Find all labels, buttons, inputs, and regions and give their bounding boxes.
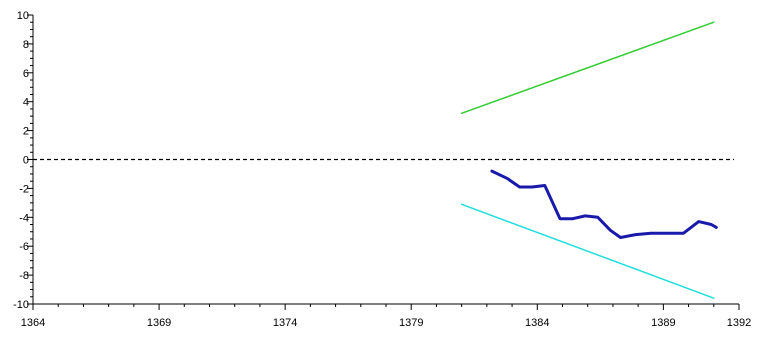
y-tick-label: -10	[13, 299, 29, 311]
y-tick-label: -2	[19, 183, 29, 195]
y-tick-label: 4	[23, 97, 29, 109]
x-tick-label: 1364	[21, 317, 45, 329]
ticks	[27, 14, 740, 310]
x-tick-label: 1369	[147, 317, 171, 329]
series-line-1	[460, 21, 715, 115]
series-line-2	[460, 203, 715, 299]
y-tick-label: 0	[23, 155, 29, 167]
series-layer	[460, 21, 718, 299]
y-tick-label: 10	[17, 10, 29, 22]
y-tick-label: 8	[23, 39, 29, 51]
x-tick-label: 1379	[399, 317, 423, 329]
x-tick-label: 1389	[651, 317, 675, 329]
x-tick-label: 1374	[273, 317, 297, 329]
x-tick-label: 1392	[727, 317, 751, 329]
y-tick-label: 2	[23, 126, 29, 138]
x-tick-label: 1384	[525, 317, 549, 329]
tick-labels: 1364 1369 1374 1379 1384 1389 1392 -10 -8 -6 -4 -2 0…	[13, 10, 751, 329]
series-line-3	[490, 169, 718, 239]
y-tick-label: 6	[23, 68, 29, 80]
y-tick-label: -4	[19, 212, 29, 224]
y-tick-label: -8	[19, 270, 29, 282]
y-tick-label: -6	[19, 241, 29, 253]
